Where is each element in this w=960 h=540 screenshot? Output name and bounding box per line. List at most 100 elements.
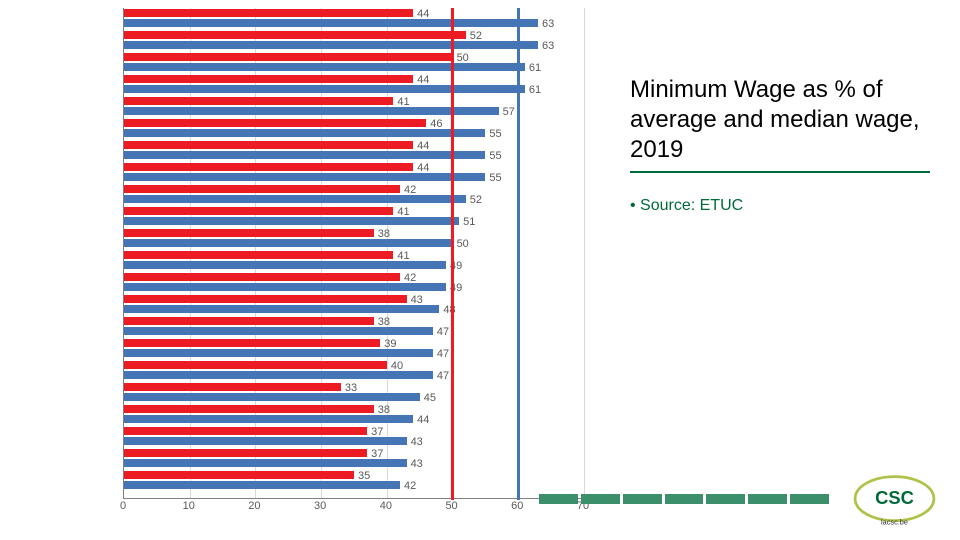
value-label-red: 44 [417, 140, 429, 152]
value-label-red: 39 [384, 338, 396, 350]
bar-red [124, 141, 413, 149]
bar-blue [124, 195, 466, 203]
value-label-blue: 61 [529, 84, 541, 96]
bar-red [124, 53, 453, 61]
bar-red [124, 207, 393, 215]
value-label-blue: 61 [529, 62, 541, 74]
value-label-blue: 55 [489, 128, 501, 140]
chart-plot: 6344635261506144574155465544554452425141… [123, 8, 584, 499]
csc-logo: CSC lacsc.be [847, 473, 942, 528]
bar-red [124, 317, 374, 325]
bar-blue [124, 327, 433, 335]
bar-blue [124, 481, 400, 489]
bar-red [124, 361, 387, 369]
value-label-red: 43 [411, 294, 423, 306]
x-tick-label: 30 [314, 500, 326, 512]
value-label-red: 35 [358, 470, 370, 482]
bar-red [124, 383, 341, 391]
value-label-blue: 47 [437, 370, 449, 382]
source-text: Source: ETUC [630, 197, 930, 215]
x-tick-label: 20 [248, 500, 260, 512]
bar-red [124, 163, 413, 171]
value-label-red: 37 [371, 426, 383, 438]
slide-title: Minimum Wage as % of average and median … [630, 75, 930, 173]
x-tick-label: 50 [445, 500, 457, 512]
value-label-red: 42 [404, 184, 416, 196]
bar-blue [124, 393, 420, 401]
value-label-red: 37 [371, 448, 383, 460]
value-label-red: 50 [457, 52, 469, 64]
bar-blue [124, 85, 525, 93]
grid-line [584, 8, 585, 498]
value-label-red: 41 [397, 206, 409, 218]
bar-blue [124, 283, 446, 291]
bar-blue [124, 19, 538, 27]
bar-red [124, 9, 413, 17]
chart-area: 6344635261506144574155465544554452425141… [0, 0, 600, 540]
value-label-red: 38 [378, 228, 390, 240]
value-label-red: 44 [417, 162, 429, 174]
x-tick-label: 10 [183, 500, 195, 512]
bar-red [124, 449, 367, 457]
bar-red [124, 97, 393, 105]
bar-red [124, 339, 380, 347]
value-label-red: 52 [470, 30, 482, 42]
right-panel: Minimum Wage as % of average and median … [630, 75, 930, 215]
value-label-red: 33 [345, 382, 357, 394]
value-label-blue: 43 [411, 458, 423, 470]
value-label-blue: 50 [457, 238, 469, 250]
bar-blue [124, 459, 407, 467]
value-label-blue: 52 [470, 194, 482, 206]
value-label-red: 44 [417, 74, 429, 86]
bar-blue [124, 371, 433, 379]
bar-blue [124, 261, 446, 269]
value-label-blue: 55 [489, 150, 501, 162]
value-label-red: 44 [417, 8, 429, 20]
bar-blue [124, 173, 485, 181]
bar-red [124, 471, 354, 479]
value-label-blue: 63 [542, 40, 554, 52]
bar-blue [124, 217, 459, 225]
bar-blue [124, 41, 538, 49]
bar-red [124, 427, 367, 435]
value-label-red: 42 [404, 272, 416, 284]
bar-red [124, 31, 466, 39]
value-label-blue: 57 [503, 106, 515, 118]
bar-red [124, 251, 393, 259]
bar-blue [124, 415, 413, 423]
value-label-red: 38 [378, 316, 390, 328]
value-label-red: 46 [430, 118, 442, 130]
bar-blue [124, 129, 485, 137]
value-label-blue: 47 [437, 348, 449, 360]
bar-blue [124, 349, 433, 357]
bar-red [124, 405, 374, 413]
value-label-blue: 42 [404, 480, 416, 492]
bar-red [124, 185, 400, 193]
logo-subtext: lacsc.be [881, 517, 908, 526]
bar-red [124, 273, 400, 281]
value-label-red: 41 [397, 96, 409, 108]
reference-line [517, 8, 520, 500]
value-label-blue: 51 [463, 216, 475, 228]
value-label-blue: 47 [437, 326, 449, 338]
bar-red [124, 295, 407, 303]
reference-line [451, 8, 454, 500]
x-tick-label: 40 [380, 500, 392, 512]
bar-blue [124, 437, 407, 445]
bar-blue [124, 305, 439, 313]
footer-accent-bar [539, 494, 829, 504]
logo-text: CSC [875, 487, 914, 508]
value-label-red: 40 [391, 360, 403, 372]
bar-blue [124, 107, 499, 115]
bar-red [124, 119, 426, 127]
bar-red [124, 229, 374, 237]
bar-blue [124, 239, 453, 247]
bar-blue [124, 151, 485, 159]
value-label-blue: 55 [489, 172, 501, 184]
bar-red [124, 75, 413, 83]
value-label-red: 38 [378, 404, 390, 416]
value-label-red: 41 [397, 250, 409, 262]
value-label-blue: 45 [424, 392, 436, 404]
value-label-blue: 44 [417, 414, 429, 426]
slide: 6344635261506144574155465544554452425141… [0, 0, 960, 540]
